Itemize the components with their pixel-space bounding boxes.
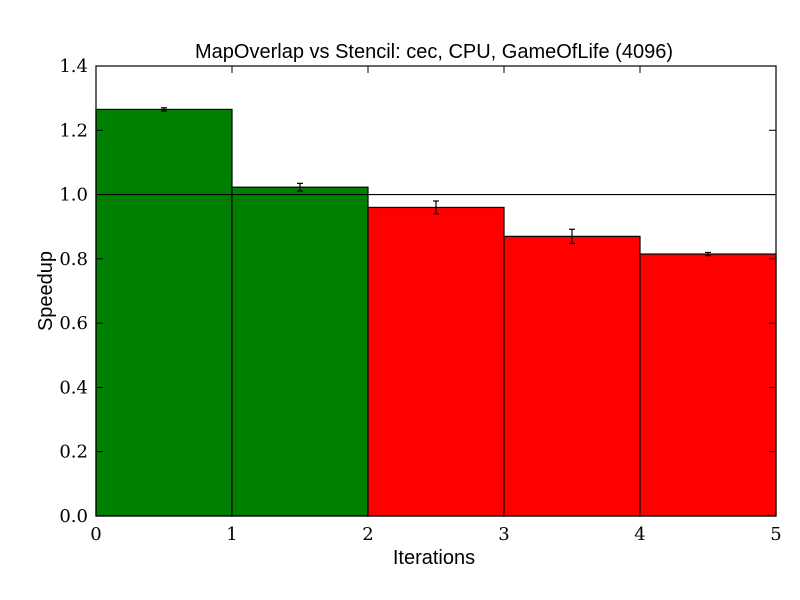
x-tick-label-5: 5 bbox=[770, 524, 781, 545]
x-tick-label-4: 4 bbox=[634, 524, 645, 545]
y-tick-label-1: 0.2 bbox=[59, 442, 88, 463]
y-tick-label-7: 1.4 bbox=[59, 56, 88, 77]
bar-2 bbox=[367, 206, 505, 517]
bar-4 bbox=[639, 253, 777, 517]
y-tick-label-4: 0.8 bbox=[59, 249, 88, 270]
y-tick-label-3: 0.6 bbox=[59, 313, 88, 334]
x-tick-label-0: 0 bbox=[90, 524, 101, 545]
x-axis-label: Iterations bbox=[393, 547, 475, 569]
y-tick-label-2: 0.4 bbox=[59, 377, 88, 398]
x-ticks-group: 0 1 2 3 4 5 bbox=[90, 66, 782, 545]
y-tick-label-0: 0.0 bbox=[59, 506, 88, 527]
y-tick-label-6: 1.2 bbox=[59, 120, 88, 141]
y-ticks-group: 0.0 0.2 0.4 0.6 0.8 1.0 1.2 1.4 bbox=[59, 56, 776, 527]
bar-3 bbox=[503, 235, 641, 517]
chart-title: MapOverlap vs Stencil: cec, CPU, GameOfL… bbox=[195, 41, 673, 63]
bars-group bbox=[95, 108, 777, 517]
x-tick-label-1: 1 bbox=[226, 524, 237, 545]
x-tick-label-3: 3 bbox=[498, 524, 509, 545]
bar-0 bbox=[95, 108, 233, 517]
plot-frame bbox=[95, 65, 777, 517]
y-tick-label-5: 1.0 bbox=[59, 185, 88, 206]
x-tick-label-2: 2 bbox=[362, 524, 373, 545]
bar-1 bbox=[231, 186, 369, 517]
error-bars-group bbox=[161, 107, 711, 257]
y-axis-label: Speedup bbox=[35, 251, 57, 331]
